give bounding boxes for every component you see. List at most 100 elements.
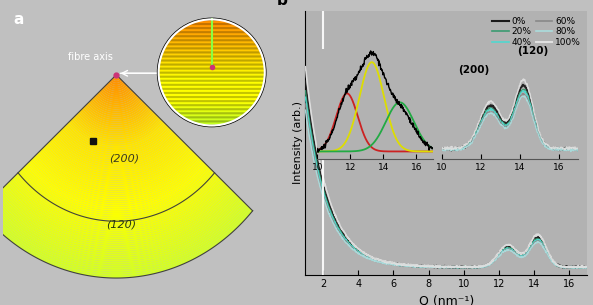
Polygon shape	[88, 102, 145, 117]
Legend: 0%, 20%, 40%, 60%, 80%, 100%: 0%, 20%, 40%, 60%, 80%, 100%	[490, 15, 582, 48]
Polygon shape	[177, 31, 247, 33]
Polygon shape	[107, 83, 126, 89]
Polygon shape	[37, 152, 195, 193]
Polygon shape	[167, 42, 256, 43]
Polygon shape	[159, 70, 264, 71]
Polygon shape	[178, 113, 246, 115]
Polygon shape	[74, 116, 158, 138]
Polygon shape	[159, 81, 264, 82]
Polygon shape	[33, 156, 199, 199]
Polygon shape	[92, 98, 141, 111]
Polygon shape	[14, 175, 219, 227]
Polygon shape	[65, 125, 168, 152]
Polygon shape	[159, 68, 264, 70]
Polygon shape	[165, 46, 259, 47]
Polygon shape	[162, 51, 261, 52]
Polygon shape	[29, 160, 203, 205]
Y-axis label: Intensity (arb.): Intensity (arb.)	[292, 101, 302, 184]
Text: (120): (120)	[517, 46, 548, 56]
Polygon shape	[0, 195, 238, 256]
Polygon shape	[162, 92, 261, 94]
Polygon shape	[94, 95, 138, 107]
Polygon shape	[189, 120, 235, 122]
Polygon shape	[78, 112, 154, 132]
Polygon shape	[18, 171, 215, 221]
Text: a: a	[14, 12, 24, 27]
Polygon shape	[12, 177, 220, 229]
Polygon shape	[34, 155, 198, 197]
Polygon shape	[22, 167, 211, 215]
Text: (120): (120)	[107, 219, 137, 229]
Polygon shape	[159, 67, 264, 68]
Polygon shape	[0, 210, 253, 278]
Polygon shape	[165, 98, 259, 99]
Polygon shape	[159, 79, 264, 81]
Polygon shape	[71, 118, 161, 142]
Polygon shape	[58, 132, 175, 162]
Polygon shape	[73, 117, 160, 140]
Polygon shape	[159, 66, 264, 67]
Polygon shape	[85, 105, 148, 121]
Polygon shape	[159, 63, 264, 64]
Polygon shape	[106, 84, 127, 91]
Polygon shape	[2, 188, 231, 246]
Polygon shape	[160, 82, 264, 83]
Polygon shape	[101, 88, 131, 97]
Polygon shape	[28, 162, 205, 207]
Polygon shape	[160, 86, 263, 87]
Polygon shape	[159, 74, 264, 75]
Polygon shape	[6, 184, 227, 239]
Polygon shape	[160, 83, 264, 84]
Polygon shape	[51, 139, 181, 172]
Polygon shape	[0, 204, 247, 270]
Polygon shape	[44, 145, 189, 182]
Polygon shape	[10, 180, 222, 233]
Polygon shape	[20, 170, 213, 219]
Polygon shape	[70, 120, 162, 144]
Polygon shape	[55, 135, 178, 166]
Polygon shape	[192, 122, 232, 123]
Polygon shape	[84, 106, 149, 124]
Polygon shape	[161, 54, 262, 55]
Polygon shape	[47, 143, 186, 178]
Polygon shape	[0, 192, 235, 252]
Polygon shape	[169, 104, 254, 106]
Polygon shape	[89, 101, 144, 115]
Polygon shape	[104, 86, 129, 93]
Polygon shape	[161, 88, 262, 90]
Polygon shape	[112, 77, 120, 81]
Polygon shape	[159, 77, 264, 78]
Polygon shape	[171, 37, 252, 38]
Polygon shape	[180, 29, 244, 30]
Polygon shape	[98, 91, 134, 101]
Polygon shape	[0, 193, 236, 253]
Polygon shape	[159, 75, 264, 77]
Polygon shape	[111, 79, 122, 83]
Polygon shape	[25, 164, 208, 211]
Polygon shape	[0, 205, 248, 272]
Text: b: b	[277, 0, 288, 8]
Polygon shape	[163, 50, 260, 51]
Polygon shape	[7, 182, 225, 237]
Polygon shape	[158, 71, 265, 73]
Polygon shape	[82, 107, 151, 126]
Polygon shape	[160, 60, 264, 62]
Polygon shape	[93, 97, 139, 109]
Polygon shape	[175, 33, 248, 34]
Polygon shape	[189, 23, 235, 25]
Polygon shape	[158, 73, 265, 74]
Polygon shape	[186, 119, 237, 120]
Polygon shape	[36, 154, 197, 195]
Polygon shape	[159, 78, 264, 79]
Polygon shape	[161, 56, 263, 58]
Polygon shape	[100, 90, 133, 99]
Polygon shape	[160, 84, 263, 86]
Polygon shape	[200, 124, 224, 126]
Polygon shape	[165, 99, 258, 100]
Polygon shape	[178, 30, 246, 31]
Polygon shape	[1, 189, 232, 248]
Polygon shape	[173, 35, 251, 37]
Polygon shape	[168, 103, 255, 104]
Polygon shape	[0, 208, 251, 276]
Polygon shape	[159, 64, 264, 66]
